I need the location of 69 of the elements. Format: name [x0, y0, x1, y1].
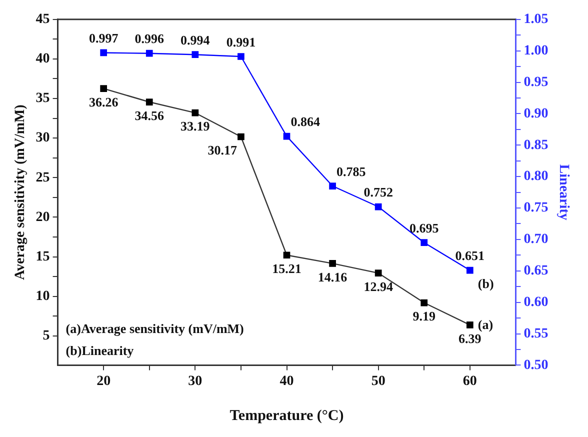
annotation: (a)Average sensitivity (mV/mM): [66, 321, 244, 336]
text: 1.00: [524, 43, 548, 58]
point: [100, 85, 108, 92]
y-tick-label: 35: [36, 91, 50, 106]
y-tick-label: 5: [42, 328, 50, 344]
point: [238, 53, 244, 60]
point: [192, 109, 199, 116]
text: 1.05: [524, 12, 548, 28]
text: 0.60: [524, 294, 548, 310]
text: 0.55: [524, 326, 548, 342]
point: [192, 51, 199, 58]
point: [420, 299, 428, 306]
data-label: 9.19: [412, 308, 436, 324]
annotation: (b)Linearity: [66, 343, 134, 358]
y-tick-label: 40: [36, 52, 50, 67]
point: [420, 239, 428, 246]
data-label: 0.785: [336, 164, 366, 179]
data-label: 0.996: [134, 31, 165, 46]
x-tick-label: 50: [371, 374, 386, 390]
x-tick-label: 40: [280, 374, 294, 390]
data-label: 33.19: [180, 118, 210, 134]
y-tick-label: 10: [36, 288, 50, 304]
text: 0.65: [524, 264, 548, 278]
point: [146, 50, 153, 57]
data-label: 0.695: [409, 220, 440, 236]
data-label: 0.864: [290, 114, 320, 130]
data-label: 12.94: [364, 278, 394, 294]
y-tick-label: 15: [36, 249, 50, 264]
data-label: 0.752: [364, 184, 393, 200]
point: [329, 182, 336, 190]
data-label: 15.21: [272, 260, 302, 276]
point: [466, 321, 474, 328]
text: 0.75: [524, 200, 548, 216]
y-tick-label: 20: [36, 210, 50, 225]
point: [146, 98, 153, 106]
text: 0.50: [524, 358, 548, 373]
point: [283, 132, 290, 140]
data-label: 0.997: [88, 30, 119, 46]
point: [374, 203, 382, 210]
data-label: 0.991: [226, 34, 256, 50]
series-label: (b): [478, 276, 494, 292]
y-tick-label: 45: [36, 12, 50, 28]
data-label: 14.16: [318, 269, 348, 284]
data-label: 34.56: [134, 108, 165, 123]
text: 0.80: [524, 169, 548, 184]
x-tick-label: 30: [188, 374, 202, 390]
data-label: 36.26: [88, 94, 119, 110]
y-tick-label: 30: [36, 130, 50, 146]
text: 0.85: [524, 138, 548, 153]
x-axis-title: Temperature (°C): [230, 408, 344, 424]
data-label: 30.17: [208, 142, 238, 158]
text: 0.70: [524, 232, 548, 248]
data-label: 0.651: [455, 248, 485, 264]
point: [466, 266, 474, 274]
point: [100, 49, 108, 56]
y-axis-title: Average sensitivity (mV/mM): [13, 104, 28, 280]
y2-axis-title: Linearity: [556, 164, 571, 220]
y-tick-label: 25: [36, 170, 50, 186]
point: [238, 133, 244, 140]
data-label: 6.39: [458, 330, 482, 346]
text: 0.90: [524, 106, 548, 122]
x-tick-label: 20: [96, 374, 111, 390]
point: [283, 252, 290, 259]
point: [329, 260, 336, 267]
series-label: (a): [478, 316, 494, 332]
data-label: 0.994: [180, 32, 210, 48]
x-tick-label: 60: [462, 374, 477, 390]
text: 0.95: [524, 74, 548, 90]
point: [374, 270, 382, 277]
